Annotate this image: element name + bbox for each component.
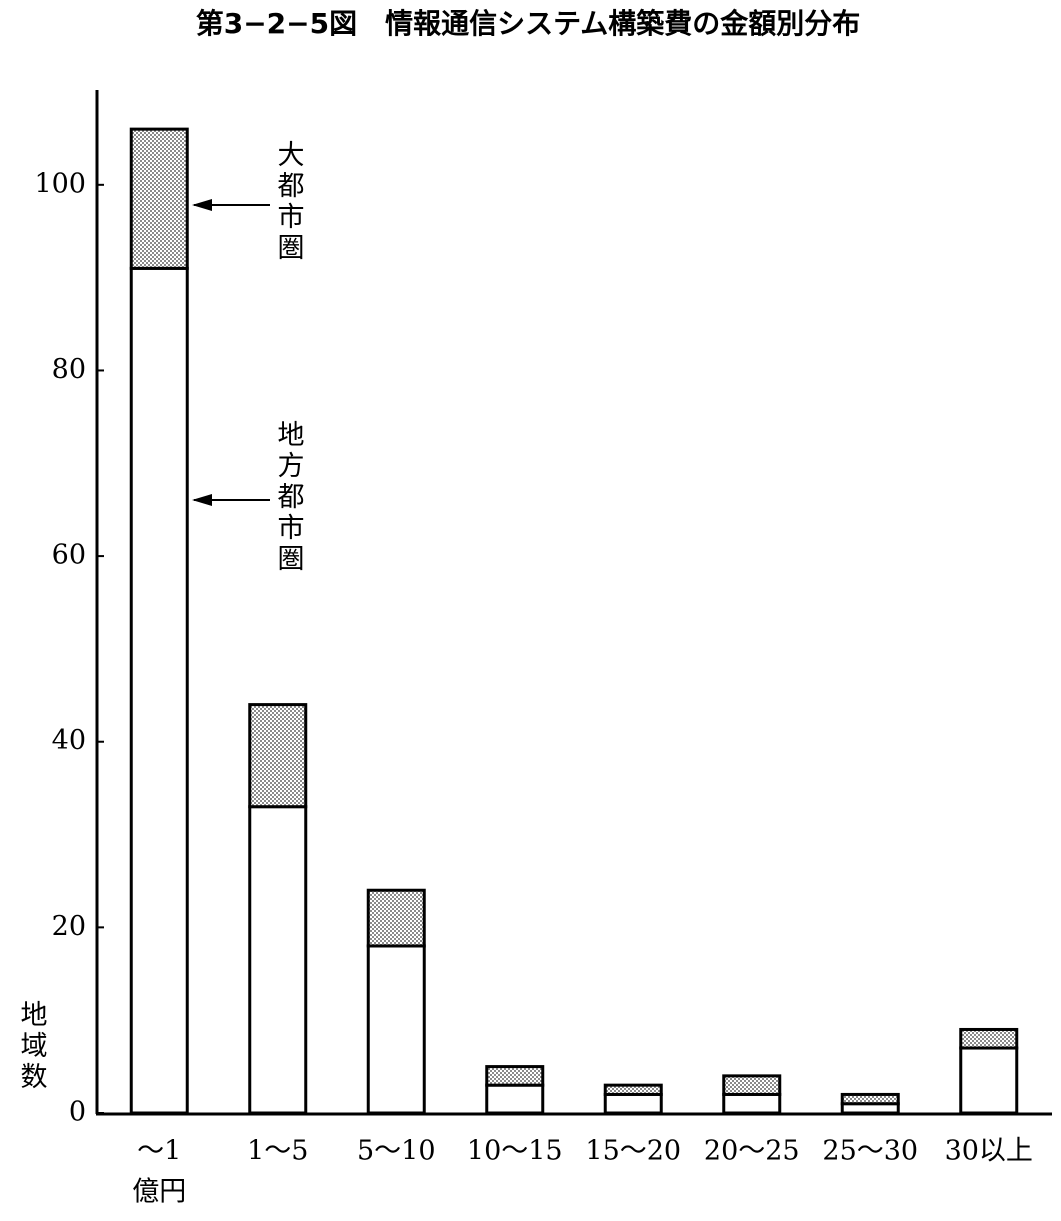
y-tick-label: 0: [69, 1097, 86, 1128]
legend-label: 地方都市圏: [273, 420, 305, 575]
x-tick-label: 10〜15: [467, 1136, 563, 1167]
bar-segment: [485, 1065, 545, 1087]
bar-segment: [129, 127, 189, 270]
bar-segment: [722, 1092, 782, 1115]
x-tick-label: 30以上: [945, 1136, 1033, 1167]
bar-segment: [366, 888, 426, 948]
bar-segment: [248, 805, 308, 1115]
x-tick-label: 25〜30: [822, 1136, 918, 1167]
bar-segment: [722, 1074, 782, 1096]
x-tick-label: 〜1: [137, 1136, 181, 1167]
chart-title: 第3−2−5図 情報通信システム構築費の金額別分布: [196, 7, 861, 40]
x-tick-label: 20〜25: [704, 1136, 800, 1167]
x-tick-label: 1〜5: [247, 1136, 308, 1167]
bar-segment: [603, 1092, 663, 1115]
x-tick-label: 15〜20: [585, 1136, 681, 1167]
bar-segment: [366, 944, 426, 1115]
bar-segment: [129, 266, 189, 1115]
bar-segment: [840, 1092, 900, 1106]
x-unit-label: 億円: [132, 1177, 186, 1208]
bar-segment: [959, 1027, 1019, 1050]
y-tick-label: 100: [34, 168, 86, 199]
y-tick-label: 20: [52, 911, 86, 942]
x-tick-label: 5〜10: [357, 1136, 436, 1167]
y-tick-label: 40: [52, 725, 86, 756]
bar-segment: [603, 1083, 663, 1096]
legend-label: 大都市圏: [273, 140, 305, 264]
y-axis-label: 地域数: [16, 1000, 48, 1093]
bar-segment: [485, 1083, 545, 1115]
bar-segment: [959, 1046, 1019, 1115]
y-tick-label: 60: [52, 540, 86, 571]
y-tick-label: 80: [52, 354, 86, 385]
bar-segment: [248, 703, 308, 809]
